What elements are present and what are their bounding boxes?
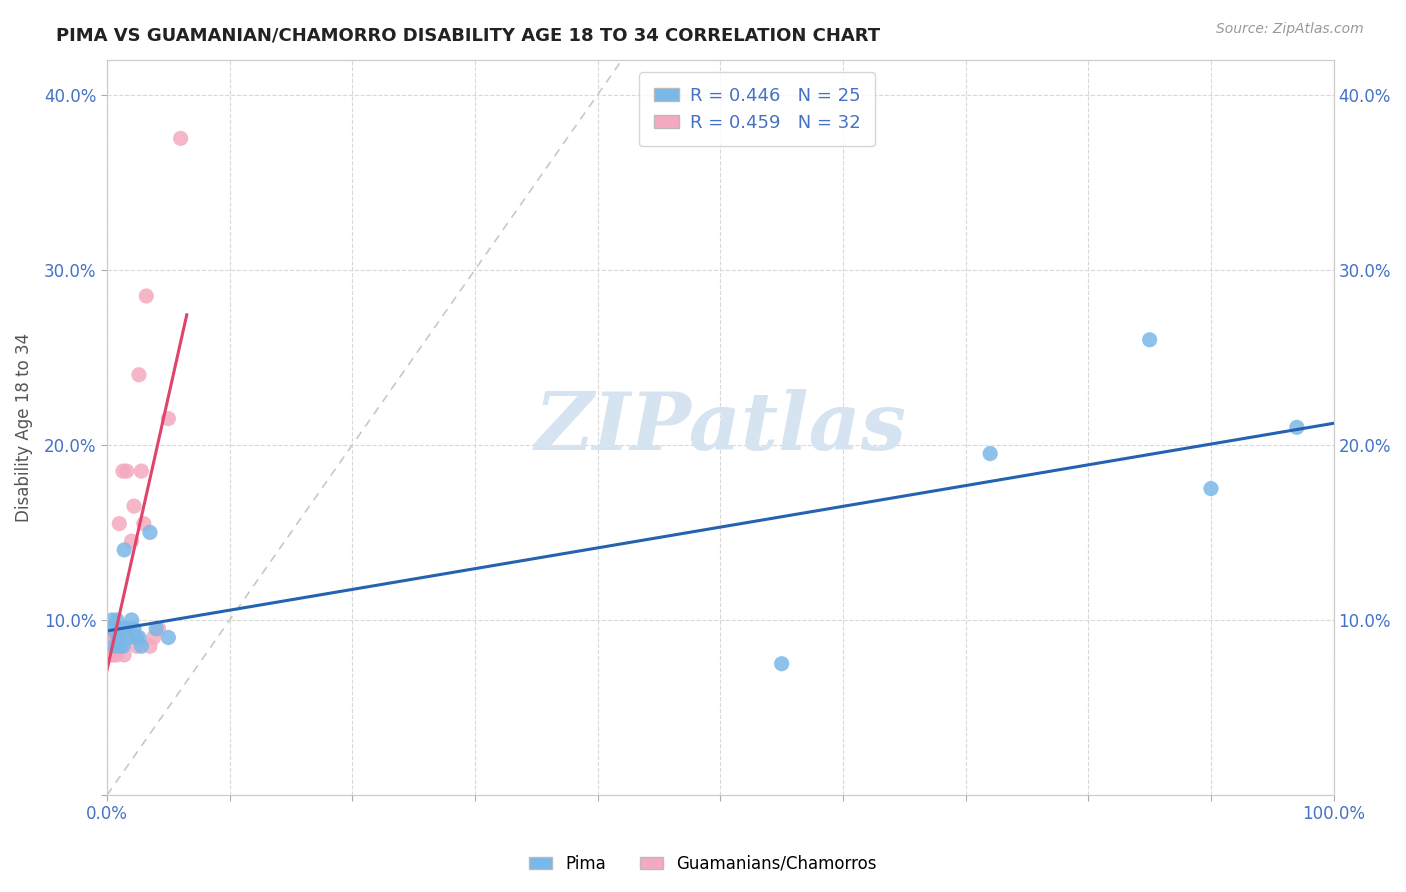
Point <box>112 648 135 662</box>
Point <box>125 631 148 645</box>
Point <box>1139 333 1161 347</box>
Point <box>122 499 145 513</box>
Point <box>103 639 125 653</box>
Point <box>111 639 134 653</box>
Point <box>131 464 153 478</box>
Point <box>105 648 128 662</box>
Point <box>101 613 124 627</box>
Point <box>121 613 143 627</box>
Point <box>100 622 122 636</box>
Point <box>118 622 141 636</box>
Point <box>135 289 157 303</box>
Point <box>114 622 136 636</box>
Point <box>148 622 170 636</box>
Text: PIMA VS GUAMANIAN/CHAMORRO DISABILITY AGE 18 TO 34 CORRELATION CHART: PIMA VS GUAMANIAN/CHAMORRO DISABILITY AG… <box>56 27 880 45</box>
Point <box>115 622 138 636</box>
Point <box>139 525 162 540</box>
Point <box>104 631 127 645</box>
Text: Source: ZipAtlas.com: Source: ZipAtlas.com <box>1216 22 1364 37</box>
Legend: R = 0.446   N = 25, R = 0.459   N = 32: R = 0.446 N = 25, R = 0.459 N = 32 <box>640 72 875 146</box>
Point <box>101 631 124 645</box>
Point <box>107 631 129 645</box>
Point <box>105 613 128 627</box>
Point <box>125 639 148 653</box>
Text: ZIPatlas: ZIPatlas <box>534 389 907 467</box>
Point <box>112 542 135 557</box>
Point <box>100 622 122 636</box>
Point <box>122 622 145 636</box>
Point <box>770 657 793 671</box>
Point <box>121 534 143 549</box>
Point <box>128 631 150 645</box>
Point <box>108 639 131 653</box>
Point <box>103 631 125 645</box>
Point <box>117 631 139 645</box>
Point <box>142 631 165 645</box>
Point <box>98 622 121 636</box>
Point <box>157 631 180 645</box>
Point <box>118 631 141 645</box>
Point <box>1285 420 1308 434</box>
Point <box>108 622 131 636</box>
Point <box>108 516 131 531</box>
Y-axis label: Disability Age 18 to 34: Disability Age 18 to 34 <box>15 333 32 522</box>
Point <box>128 368 150 382</box>
Point <box>101 648 124 662</box>
Point <box>105 639 128 653</box>
Point <box>111 622 134 636</box>
Point <box>979 447 1001 461</box>
Point <box>145 622 167 636</box>
Point <box>131 639 153 653</box>
Point <box>110 631 132 645</box>
Point <box>111 639 134 653</box>
Point <box>132 516 155 531</box>
Point <box>98 648 121 662</box>
Legend: Pima, Guamanians/Chamorros: Pima, Guamanians/Chamorros <box>523 848 883 880</box>
Point <box>139 639 162 653</box>
Point <box>169 131 191 145</box>
Point <box>111 464 134 478</box>
Point <box>108 631 131 645</box>
Point <box>115 464 138 478</box>
Point <box>107 631 129 645</box>
Point <box>1199 482 1222 496</box>
Point <box>157 411 180 425</box>
